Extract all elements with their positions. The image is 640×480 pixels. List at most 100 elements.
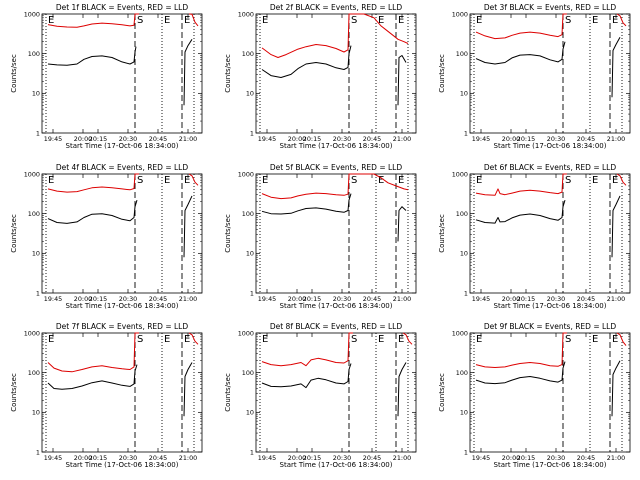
event-marker-label: E	[184, 334, 190, 345]
y-tick-label: 1000	[24, 329, 40, 337]
y-axis-label: Counts/sec	[438, 373, 446, 412]
series-line-events	[475, 199, 566, 224]
x-tick-label: 20:45	[363, 454, 381, 462]
series-line-lld	[188, 332, 199, 345]
series-line-lld	[616, 173, 627, 186]
event-marker-label: S	[137, 175, 143, 186]
x-tick-label: 19:45	[472, 135, 490, 143]
x-axis-label: Start Time (17-Oct-06 18:34:00)	[280, 461, 393, 469]
chart-title: Det 8f BLACK = Events, RED = LLD	[270, 322, 403, 331]
x-tick-label: 21:00	[179, 295, 197, 303]
series-line-events	[261, 193, 352, 215]
series-line-events	[183, 362, 193, 417]
x-tick-label: 20:00	[502, 454, 520, 462]
event-marker-label: S	[351, 15, 357, 26]
series-line-lld	[47, 332, 139, 373]
chart-title: Det 3f BLACK = Events, RED = LLD	[484, 3, 617, 12]
x-tick-label: 20:45	[363, 135, 381, 143]
y-tick-label: 100	[28, 50, 40, 58]
y-tick-label: 100	[456, 369, 468, 377]
series-line-lld	[261, 173, 409, 200]
event-marker-label: E	[398, 175, 404, 186]
series-line-lld	[188, 13, 199, 27]
y-axis-label: Counts/sec	[224, 373, 232, 412]
y-tick-label: 1	[250, 129, 254, 137]
y-tick-label: 1000	[238, 170, 254, 178]
x-tick-label: 20:30	[119, 295, 137, 303]
event-marker-label: E	[398, 15, 404, 26]
event-marker-label: E	[262, 175, 268, 186]
x-axis-label: Start Time (17-Oct-06 18:34:00)	[494, 302, 607, 310]
x-tick-label: 20:15	[89, 135, 107, 143]
y-tick-label: 1000	[238, 329, 254, 337]
x-axis-label: Start Time (17-Oct-06 18:34:00)	[66, 461, 179, 469]
x-tick-label: 20:45	[149, 295, 167, 303]
plot-frame	[255, 13, 417, 134]
series-line-events	[261, 363, 352, 389]
y-tick-label: 100	[242, 50, 254, 58]
series-line-events	[611, 36, 621, 98]
event-marker-label: E	[612, 334, 618, 345]
y-tick-label: 100	[242, 369, 254, 377]
x-tick-label: 19:45	[472, 454, 490, 462]
series-line-events	[183, 195, 193, 258]
x-tick-label: 21:00	[393, 454, 411, 462]
event-marker-label: S	[565, 334, 571, 345]
series-line-events	[397, 362, 407, 417]
y-tick-label: 1000	[452, 329, 468, 337]
chart-title: Det 4f BLACK = Events, RED = LLD	[56, 163, 189, 172]
event-marker-label: E	[378, 15, 384, 26]
y-tick-label: 1	[36, 448, 40, 456]
x-axis-label: Start Time (17-Oct-06 18:34:00)	[494, 461, 607, 469]
event-marker-label: E	[612, 15, 618, 26]
y-tick-label: 10	[460, 409, 468, 417]
y-axis-label: Counts/sec	[10, 373, 18, 412]
y-tick-label: 10	[32, 409, 40, 417]
chart-panel-3: Det 3f BLACK = Events, RED = LLD 1 10 100 10…	[438, 3, 631, 150]
y-tick-label: 10	[246, 409, 254, 417]
y-tick-label: 10	[32, 90, 40, 98]
y-tick-label: 100	[456, 210, 468, 218]
series-line-events	[611, 360, 621, 417]
y-tick-label: 1	[36, 289, 40, 297]
series-line-events	[397, 206, 407, 242]
plot-frame	[255, 173, 417, 294]
x-tick-label: 20:45	[149, 454, 167, 462]
event-marker-label: E	[48, 15, 54, 26]
x-tick-label: 20:00	[288, 295, 306, 303]
y-axis-label: Counts/sec	[224, 54, 232, 93]
y-tick-label: 1000	[24, 170, 40, 178]
x-tick-label: 20:15	[303, 295, 321, 303]
chart-panel-5: Det 5f BLACK = Events, RED = LLD 1 10 100 10…	[224, 163, 417, 310]
y-tick-label: 100	[28, 369, 40, 377]
event-marker-label: E	[398, 334, 404, 345]
event-marker-label: E	[592, 334, 598, 345]
event-marker-label: E	[612, 175, 618, 186]
x-tick-label: 21:00	[393, 135, 411, 143]
event-marker-label: E	[378, 175, 384, 186]
chart-title: Det 6f BLACK = Events, RED = LLD	[484, 163, 617, 172]
series-line-lld	[616, 13, 627, 27]
chart-panel-1: Det 1f BLACK = Events, RED = LLD 1 10 100 10…	[10, 3, 203, 150]
x-tick-label: 20:15	[517, 135, 535, 143]
series-line-events	[47, 364, 138, 390]
y-axis-label: Counts/sec	[10, 214, 18, 253]
x-tick-label: 20:30	[333, 295, 351, 303]
chart-panel-8: Det 8f BLACK = Events, RED = LLD 1 10 100 10…	[224, 322, 417, 469]
event-marker-label: E	[592, 175, 598, 186]
plot-frame	[469, 173, 631, 294]
chart-panel-7: Det 7f BLACK = Events, RED = LLD 1 10 100 10…	[10, 322, 203, 469]
chart-panel-6: Det 6f BLACK = Events, RED = LLD 1 10 100 10…	[438, 163, 631, 310]
x-tick-label: 21:00	[393, 295, 411, 303]
event-marker-label: S	[351, 175, 357, 186]
plot-frame	[469, 13, 631, 134]
series-line-lld	[188, 173, 199, 186]
x-tick-label: 20:30	[119, 454, 137, 462]
y-tick-label: 1	[250, 289, 254, 297]
x-tick-label: 20:15	[303, 135, 321, 143]
chart-title: Det 2f BLACK = Events, RED = LLD	[270, 3, 403, 12]
series-line-events	[183, 39, 193, 106]
x-axis-label: Start Time (17-Oct-06 18:34:00)	[280, 142, 393, 150]
x-tick-label: 20:15	[89, 454, 107, 462]
